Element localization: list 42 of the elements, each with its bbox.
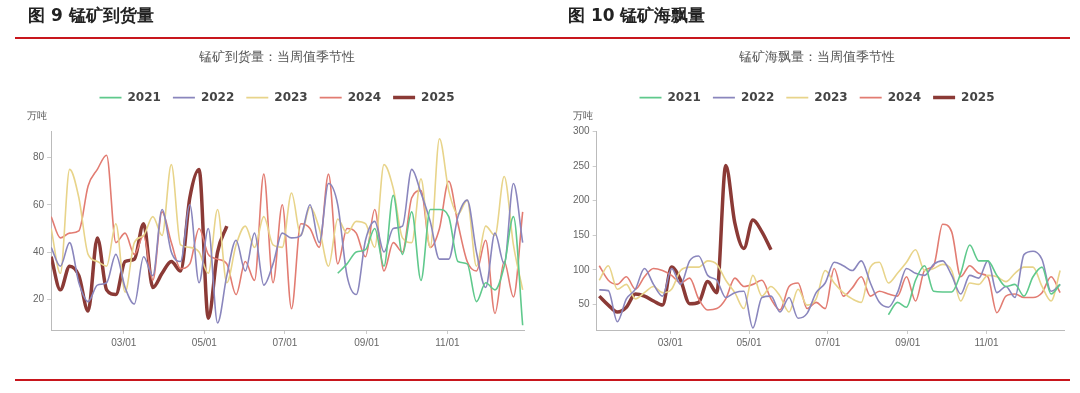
- legend-label: 2022: [740, 89, 775, 104]
- x-tick-label: 03/01: [657, 336, 684, 348]
- x-tick-label: 05/01: [736, 336, 762, 348]
- line-series: [51, 137, 524, 294]
- y-tick-label: 250: [573, 159, 591, 171]
- line-series: [887, 244, 1061, 316]
- line-series: [597, 163, 773, 314]
- y-tick-label: 40: [33, 245, 45, 257]
- legend-label: 2023: [814, 89, 848, 104]
- y-tick-label: 300: [573, 125, 591, 137]
- y-tick-label: 60: [33, 198, 45, 210]
- y-tick-label: 80: [33, 151, 45, 163]
- legend-label: 2024: [347, 89, 382, 104]
- line-series: [598, 249, 1061, 313]
- y-tick-label: 200: [573, 194, 591, 206]
- y-tick-label: 50: [578, 298, 591, 310]
- legend-label: 2022: [200, 89, 235, 104]
- chart-subtitle: 锰矿海飘量：当周值季节性: [738, 49, 895, 65]
- legend-label: 2021: [127, 89, 161, 104]
- x-tick-label: 11/01: [435, 336, 460, 348]
- line-series: [598, 223, 1061, 314]
- x-tick-label: 03/01: [111, 336, 137, 348]
- y-tick-label: 20: [33, 293, 45, 305]
- y-tick-label: 150: [573, 229, 591, 241]
- y-axis-title: 万吨: [572, 110, 593, 122]
- legend-label: 2025: [421, 89, 455, 104]
- line-series: [336, 194, 524, 327]
- x-tick-label: 09/01: [895, 336, 921, 348]
- chart-title: 图 9 锰矿到货量: [28, 4, 154, 27]
- y-tick-label: 100: [573, 263, 591, 275]
- y-axis-title: 万吨: [27, 110, 48, 122]
- legend-label: 2025: [961, 89, 995, 104]
- legend-label: 2024: [887, 89, 922, 104]
- x-tick-label: 09/01: [354, 336, 380, 348]
- chart-title: 图 10 锰矿海飘量: [568, 4, 706, 27]
- legend-label: 2023: [274, 89, 308, 104]
- x-tick-label: 11/01: [974, 336, 1000, 348]
- legend-label: 2021: [667, 89, 701, 104]
- x-tick-label: 07/01: [815, 336, 841, 348]
- x-tick-label: 07/01: [272, 336, 298, 348]
- x-tick-label: 05/01: [191, 336, 218, 348]
- chart-subtitle: 锰矿到货量：当周值季节性: [198, 49, 355, 65]
